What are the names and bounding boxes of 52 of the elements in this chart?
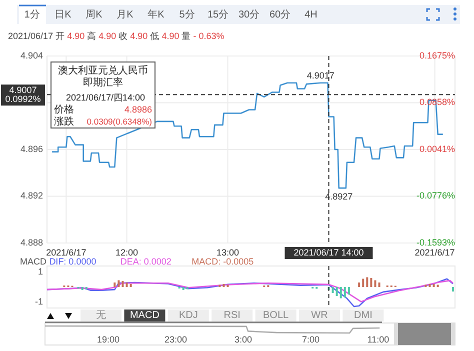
text: 日K (54, 10, 72, 21)
annotation: 4.9017 (306, 70, 334, 80)
x-tick-label: 2021/6/17 (414, 247, 455, 258)
text: BOLL (263, 310, 290, 322)
annotation: 2021/06/17/四14:00 (66, 92, 146, 102)
x-tick-label: 2021/6/17 (46, 247, 86, 258)
text: 年K (148, 8, 165, 21)
chart-title: MACD (20, 256, 47, 266)
text: RSI (224, 310, 240, 322)
annotation: 涨跌 (54, 116, 74, 128)
text: 60分 (269, 8, 291, 21)
text: 澳大利亚元兑人民币即期汇率 (58, 64, 148, 89)
x-tick-label: 3:00 (234, 334, 252, 344)
text: 无 (96, 310, 106, 322)
y-tick-label: 4.896 (20, 144, 43, 154)
annotation: 0.0309(0.6348%) (86, 116, 152, 126)
text: 15分 (207, 8, 229, 21)
x-tick-label: 19:00 (97, 334, 120, 344)
ref-line-label: 2021/06/17 14:00 (294, 247, 364, 258)
text: 周K (86, 10, 103, 21)
text: DMI (354, 310, 372, 322)
y-tick-label: 1 (38, 266, 43, 276)
text: 4H (304, 10, 318, 21)
x-tick-label: 13:00 (216, 247, 240, 258)
series-label: DEA: 0.0002 (120, 256, 172, 266)
y-tick-label: 4.888 (20, 237, 43, 248)
text: 月K (116, 10, 134, 21)
x-tick-label: 11:00 (367, 334, 390, 344)
y-tick-label: -1 (34, 296, 43, 306)
x-tick-label: 23:00 (164, 334, 188, 344)
y2-tick-label: -0.1593% (416, 237, 455, 248)
annotation: 价格 (53, 104, 74, 116)
annotation: 4.8927 (325, 191, 353, 202)
text: DIF: 0.0000 (49, 256, 96, 266)
text: MACD: -0.0005 (192, 256, 254, 266)
x-tick-label: 12:00 (116, 247, 138, 258)
text: 2021/06/17 开 4.90 高 4.90 收 4.90 低 4.90 量 - 0.63% (8, 31, 224, 42)
y-tick-label: 4.904 (20, 50, 43, 60)
annotation: 4.8986 (124, 104, 152, 114)
text: KDJ (178, 310, 198, 322)
text: WR (311, 310, 328, 322)
x-tick-label: 7:00 (302, 334, 320, 344)
text: 0.0992% (5, 94, 41, 104)
y-tick-label: 4.892 (20, 190, 43, 201)
text: MACD (130, 310, 160, 322)
ref-line-label: 4.9007 (9, 84, 37, 95)
text: 5分 (179, 8, 195, 21)
y2-tick-label: -0.0776% (416, 190, 455, 201)
text: 30分 (238, 8, 260, 21)
text: 1分 (24, 8, 40, 21)
y2-tick-label: 0.0041% (419, 144, 455, 154)
y2-tick-label: 0.1675% (419, 50, 455, 60)
